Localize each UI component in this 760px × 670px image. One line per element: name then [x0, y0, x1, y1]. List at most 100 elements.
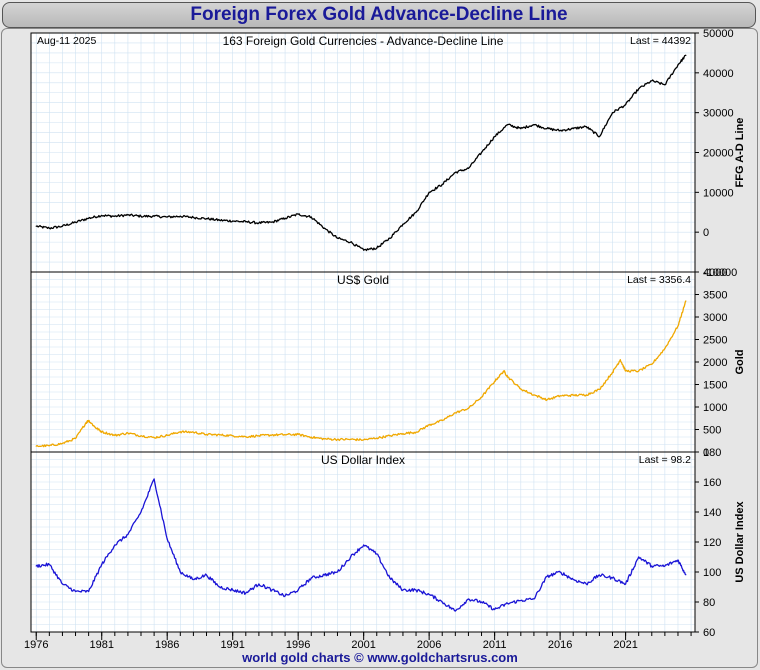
data-point — [179, 571, 181, 573]
data-point — [651, 565, 653, 567]
data-point — [153, 215, 155, 217]
data-point — [140, 511, 142, 513]
data-point — [140, 215, 142, 217]
last-value-label: Last = 44392 — [630, 35, 691, 47]
data-point — [166, 216, 168, 218]
data-point — [88, 590, 90, 593]
y-tick-label: 3000 — [703, 312, 727, 324]
data-point — [494, 608, 496, 611]
y-axis-label: US Dollar Index — [734, 500, 746, 582]
data-point — [559, 395, 561, 397]
data-point — [205, 433, 208, 436]
data-point — [441, 601, 443, 603]
data-point — [336, 571, 339, 573]
data-point — [323, 438, 325, 440]
data-point — [363, 439, 365, 441]
x-tick-label: 1996 — [286, 639, 310, 651]
data-point — [664, 565, 666, 567]
data-point — [192, 431, 194, 433]
data-point — [284, 595, 286, 597]
data-point — [572, 578, 574, 581]
data-point — [585, 583, 587, 585]
data-point — [114, 544, 116, 546]
data-point — [245, 221, 247, 223]
data-point — [153, 437, 155, 439]
data-point — [205, 574, 208, 576]
data-point — [619, 359, 621, 361]
data-point — [533, 124, 535, 126]
data-point — [585, 126, 587, 128]
y-tick-label: 500 — [703, 425, 721, 437]
data-point — [127, 533, 129, 536]
x-tick-label: 2006 — [417, 639, 441, 651]
data-point — [480, 601, 483, 603]
data-point — [494, 380, 496, 382]
data-point — [611, 112, 614, 114]
data-point — [310, 577, 312, 579]
data-point — [685, 54, 687, 56]
data-point — [258, 222, 260, 224]
y-axis-label: Gold — [734, 349, 746, 374]
data-point — [179, 215, 181, 217]
data-point — [35, 225, 37, 227]
last-value-label: Last = 3356.4 — [627, 274, 691, 286]
data-point — [349, 438, 352, 440]
panel-title: 163 Foreign Gold Currencies - Advance-De… — [223, 34, 504, 48]
y-tick-label: 10000 — [703, 187, 734, 199]
y-tick-label: 20000 — [703, 148, 734, 160]
data-point — [546, 575, 548, 578]
data-point — [428, 424, 430, 426]
data-point — [533, 394, 535, 396]
data-point — [232, 435, 234, 437]
data-point — [48, 227, 50, 229]
y-tick-label: 30000 — [703, 108, 734, 120]
data-point — [415, 431, 417, 433]
data-point — [611, 371, 614, 373]
data-point — [323, 574, 325, 576]
data-point — [520, 128, 522, 130]
y-tick-label: 3500 — [703, 290, 727, 302]
data-point — [271, 589, 273, 591]
y-tick-label: 2500 — [703, 335, 727, 347]
y-tick-label: 120 — [703, 537, 721, 549]
data-point — [88, 419, 90, 422]
data-point — [428, 593, 430, 596]
data-point — [271, 434, 273, 436]
data-point — [494, 135, 496, 138]
data-point — [624, 104, 627, 106]
data-point — [480, 151, 483, 154]
data-point — [284, 217, 286, 219]
x-tick-label: 1991 — [220, 639, 244, 651]
data-point — [677, 559, 679, 561]
data-point — [271, 221, 273, 223]
y-tick-label: 50000 — [703, 28, 734, 40]
data-point — [428, 191, 430, 193]
data-point — [363, 544, 365, 546]
data-point — [507, 376, 509, 378]
data-point — [598, 574, 600, 576]
data-point — [441, 183, 443, 185]
panel-title: US Dollar Index — [321, 453, 405, 467]
x-tick-label: 2011 — [483, 639, 507, 651]
data-point — [61, 442, 64, 445]
data-point — [101, 431, 103, 433]
data-point — [310, 436, 312, 438]
data-point — [507, 602, 509, 605]
data-point — [349, 556, 352, 558]
x-tick-label: 1976 — [24, 639, 48, 651]
data-point — [297, 589, 299, 591]
x-tick-label: 1986 — [155, 639, 179, 651]
data-point — [218, 586, 221, 588]
data-point — [258, 435, 260, 437]
data-point — [192, 216, 194, 219]
data-point — [402, 223, 404, 225]
data-point — [467, 407, 470, 409]
data-point — [572, 128, 574, 130]
data-point — [389, 577, 391, 579]
title-bar: Foreign Forex Gold Advance-Decline Line — [2, 2, 756, 28]
data-point — [48, 445, 50, 447]
data-point — [685, 300, 687, 302]
data-point — [140, 435, 142, 437]
data-point — [35, 445, 37, 447]
data-point — [35, 565, 37, 567]
